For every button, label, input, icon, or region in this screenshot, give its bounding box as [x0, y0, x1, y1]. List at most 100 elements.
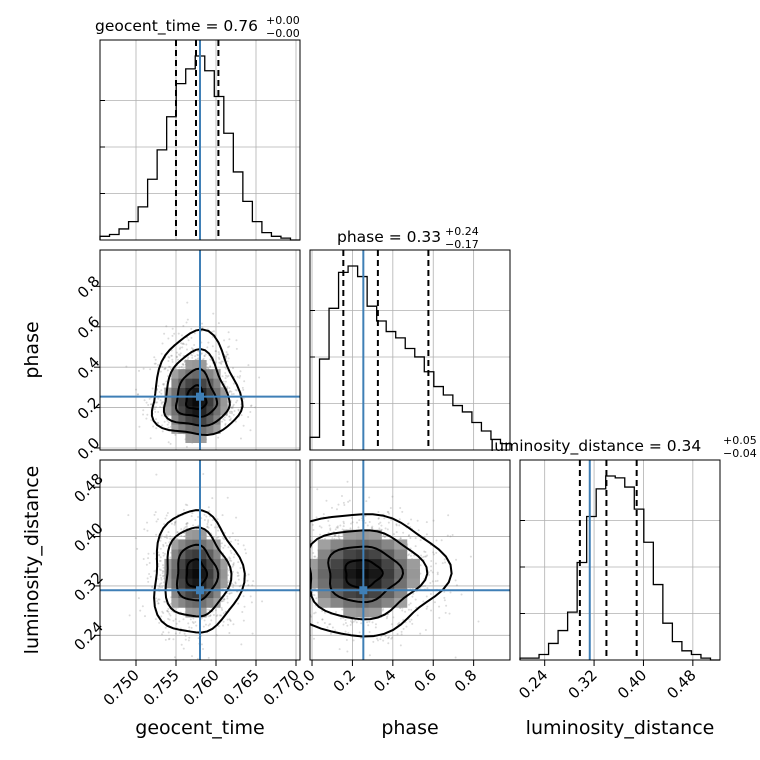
sample-point [226, 353, 229, 356]
sample-point [147, 552, 150, 555]
panel-frame [99, 39, 301, 241]
sample-point [180, 334, 183, 337]
sample-point [432, 551, 435, 554]
sample-point [186, 318, 189, 321]
sample-point [167, 359, 170, 362]
sample-point [274, 564, 276, 566]
sample-point [211, 345, 214, 348]
sample-point [174, 433, 177, 436]
sample-point [346, 624, 349, 627]
sample-point [390, 637, 393, 640]
sample-point [207, 506, 210, 509]
density-bin [178, 549, 186, 560]
sample-point [161, 610, 164, 613]
sample-point [224, 371, 227, 374]
sample-point [226, 360, 229, 363]
sample-point [235, 389, 238, 392]
sample-point [348, 499, 351, 502]
sample-point [365, 500, 368, 503]
sample-point [377, 517, 380, 520]
sample-point [344, 618, 347, 621]
sample-point [202, 625, 205, 628]
sample-point [167, 365, 170, 368]
sample-point [161, 586, 164, 589]
sample-point [162, 383, 165, 386]
sample-point [237, 542, 240, 545]
sample-point [436, 573, 439, 576]
sample-point [227, 331, 230, 334]
sample-point [191, 512, 194, 515]
y-tick-label: 0.48 [71, 470, 107, 506]
sample-point [146, 529, 149, 532]
density-bin [199, 360, 207, 370]
sample-point [400, 630, 403, 633]
sample-point [328, 524, 331, 527]
sample-point [399, 507, 402, 510]
sample-point [154, 597, 157, 600]
sample-point [216, 536, 219, 539]
density-bin [199, 597, 207, 608]
sample-point [218, 358, 221, 361]
sample-point [338, 648, 341, 651]
density-bin [199, 433, 207, 444]
sample-point [336, 526, 339, 529]
sample-point [377, 510, 380, 513]
sample-point [185, 321, 188, 324]
sample-point [207, 367, 210, 370]
x-tick-label: 0.48 [663, 666, 699, 702]
sample-point [177, 353, 180, 356]
sample-point [366, 524, 369, 527]
sample-point [222, 417, 225, 420]
sample-point [148, 573, 151, 576]
sample-point [342, 522, 345, 525]
density-bin [199, 369, 207, 379]
sample-point [212, 330, 215, 333]
sample-point [341, 528, 344, 531]
sample-point [200, 643, 203, 646]
sample-point [352, 620, 355, 623]
sample-point [224, 377, 227, 380]
sample-point [327, 531, 330, 534]
sample-point [146, 577, 149, 580]
sample-point [155, 418, 158, 421]
sample-point [172, 638, 175, 641]
sample-point [302, 586, 304, 588]
sample-point [221, 514, 224, 517]
title-luminosity-distance-main: luminosity_distance = 0.34 [490, 437, 701, 456]
sample-point [156, 518, 159, 521]
sample-point [171, 360, 174, 363]
density-bin [394, 568, 408, 579]
sample-point [346, 480, 349, 483]
sample-point [224, 380, 227, 383]
sample-point [438, 616, 441, 619]
sample-point [237, 578, 240, 581]
y-tick-label: 0.2 [74, 393, 104, 423]
sample-point [197, 354, 200, 357]
density-bin [368, 529, 382, 540]
sample-point [227, 579, 230, 582]
sample-point [234, 538, 237, 541]
sample-point [206, 346, 209, 349]
sample-point [384, 535, 387, 538]
sample-point [153, 362, 156, 365]
sample-point [234, 389, 237, 392]
sample-point [239, 375, 242, 378]
sample-point [341, 608, 344, 611]
sample-point [230, 406, 233, 409]
sample-point [194, 355, 197, 358]
sample-point [336, 525, 339, 528]
sample-point [196, 657, 199, 660]
sample-point [188, 636, 191, 639]
density-panel-phase-luminosity-distance [274, 459, 511, 661]
sample-point [236, 571, 239, 574]
density-bin [192, 549, 200, 560]
sample-point [215, 615, 218, 618]
sample-point [137, 393, 140, 396]
sample-point [247, 584, 250, 587]
sample-point [220, 607, 223, 610]
density-bin [192, 597, 200, 608]
sample-point [168, 618, 171, 621]
sample-point [229, 390, 232, 393]
sample-point [350, 620, 353, 623]
sample-point [345, 638, 348, 641]
